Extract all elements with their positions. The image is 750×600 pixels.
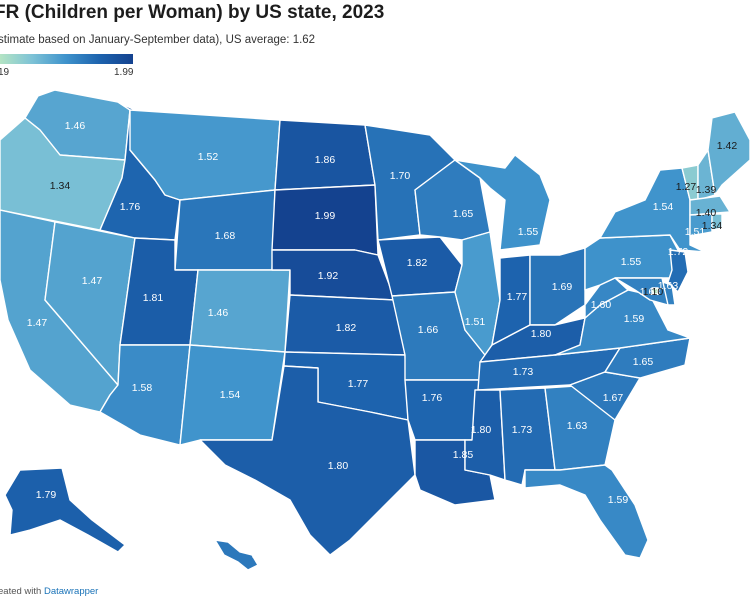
state-label-AK: 1.79	[36, 489, 57, 501]
state-label-AZ: 1.58	[132, 382, 153, 394]
state-label-MD: 1.63	[640, 286, 661, 298]
state-label-GA: 1.63	[567, 420, 588, 432]
state-label-DE: 1.63	[658, 280, 679, 292]
state-label-SC: 1.67	[603, 392, 624, 404]
legend-max-label: 1.99	[114, 67, 134, 78]
state-label-ME: 1.42	[717, 140, 738, 152]
state-label-MI: 1.55	[518, 226, 539, 238]
state-CO[interactable]	[189, 269, 291, 353]
state-DC[interactable]	[651, 287, 659, 295]
state-value-labels: 1.46 1.34 1.47 1.47 1.76 1.52 1.68 1.81 1.58 1.46…	[27, 120, 738, 561]
state-label-CA: 1.47	[27, 317, 48, 329]
map-title: FR (Children per Woman) by US state, 202…	[0, 2, 385, 23]
state-label-VA: 1.59	[624, 313, 645, 325]
state-label-DC: 1.10	[643, 286, 664, 298]
state-label-HI: 1.67	[252, 549, 273, 561]
state-label-NE: 1.92	[318, 270, 339, 282]
state-MI[interactable]	[454, 154, 551, 251]
state-label-CT: 1.51	[685, 226, 706, 238]
state-shapes	[0, 89, 750, 571]
state-label-RI: 1.34	[702, 220, 723, 232]
state-label-OH: 1.69	[552, 281, 573, 293]
state-label-OK: 1.77	[348, 378, 369, 390]
credit-prefix: eated with	[0, 586, 42, 597]
state-label-SD: 1.99	[315, 210, 336, 222]
state-label-NY: 1.54	[653, 201, 674, 213]
state-label-AL: 1.73	[512, 424, 533, 436]
map-subtitle: stimate based on January-September data)…	[0, 34, 316, 46]
state-label-MA: 1.40	[696, 207, 717, 219]
state-label-IN: 1.77	[507, 291, 528, 303]
state-label-FL: 1.59	[608, 494, 629, 506]
state-label-KY: 1.80	[531, 328, 552, 340]
state-label-OR: 1.34	[50, 180, 71, 192]
state-NC[interactable]	[604, 337, 691, 379]
state-label-IL: 1.51	[465, 316, 486, 328]
state-label-WI: 1.65	[453, 208, 474, 220]
us-state-map: 1.46 1.34 1.47 1.47 1.76 1.52 1.68 1.81 1.58 1.46…	[0, 89, 750, 571]
state-ME[interactable]	[707, 111, 750, 196]
state-label-IA: 1.82	[407, 257, 428, 269]
state-label-TX: 1.80	[328, 460, 349, 472]
state-label-CO: 1.46	[208, 307, 229, 319]
credit-line: eated with Datawrapper	[0, 586, 98, 597]
state-MD[interactable]	[614, 277, 669, 306]
state-label-MT: 1.52	[198, 151, 219, 163]
state-label-NM: 1.54	[220, 389, 241, 401]
color-legend-bar	[0, 54, 133, 64]
state-label-WV: 1.60	[591, 299, 612, 311]
state-label-VT: 1.27	[676, 181, 697, 193]
state-label-NV: 1.47	[82, 275, 103, 287]
state-label-AR: 1.76	[422, 392, 443, 404]
state-TX[interactable]	[199, 365, 416, 556]
datawrapper-link[interactable]: Datawrapper	[43, 586, 99, 597]
state-label-PA: 1.55	[621, 256, 642, 268]
state-FL[interactable]	[524, 464, 649, 559]
state-AR[interactable]	[404, 379, 481, 441]
state-label-ID: 1.76	[120, 201, 141, 213]
state-label-MO: 1.66	[418, 324, 439, 336]
state-NJ[interactable]	[667, 249, 689, 293]
state-label-UT: 1.81	[143, 292, 164, 304]
state-label-WA: 1.46	[65, 120, 86, 132]
state-label-ND: 1.86	[315, 154, 336, 166]
state-RI[interactable]	[711, 213, 723, 231]
state-CT[interactable]	[689, 213, 713, 237]
state-label-KS: 1.82	[336, 322, 357, 334]
state-MA[interactable]	[689, 195, 731, 216]
state-label-LA: 1.85	[453, 449, 474, 461]
state-label-MN: 1.70	[390, 170, 411, 182]
state-label-WY: 1.68	[215, 230, 236, 242]
legend-min-label: 19	[0, 67, 10, 78]
state-label-MS: 1.80	[471, 424, 492, 436]
state-label-NH: 1.39	[696, 184, 717, 196]
state-label-NC: 1.65	[633, 356, 654, 368]
state-HI[interactable]	[214, 539, 259, 571]
state-label-NJ: 1.72	[668, 246, 689, 258]
state-AK[interactable]	[4, 467, 126, 553]
state-label-TN: 1.73	[513, 366, 534, 378]
